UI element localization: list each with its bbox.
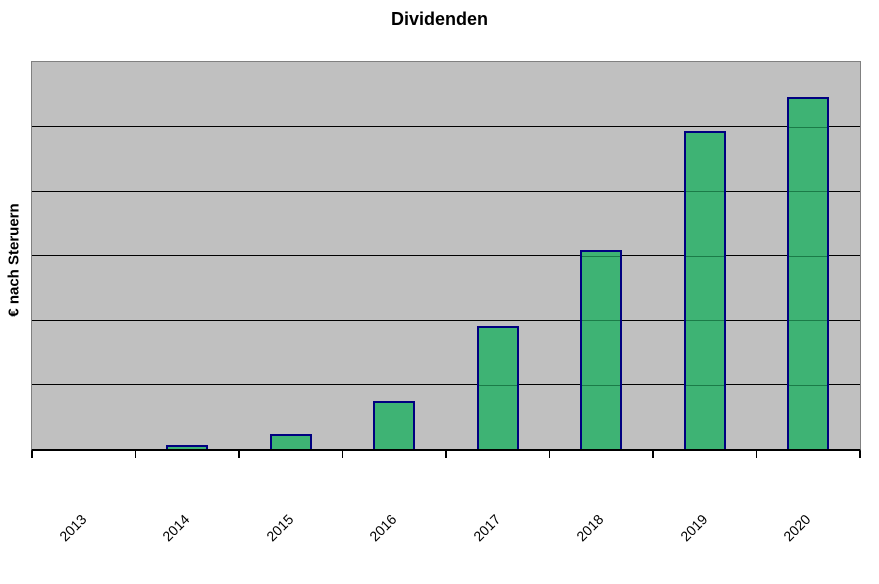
gridline-over-bar	[582, 384, 621, 386]
gridline-over-bar	[685, 255, 724, 257]
bar-2015	[269, 434, 312, 449]
bar-2017	[476, 326, 519, 449]
gridline	[32, 384, 860, 385]
gridline-over-bar	[789, 384, 828, 386]
gridline	[32, 126, 860, 127]
x-axis-tick	[548, 451, 551, 458]
gridline	[32, 319, 860, 321]
x-tick-label-2020: 2020	[780, 511, 814, 545]
x-axis-tick	[134, 451, 137, 458]
chart-title: Dividenden	[390, 9, 488, 29]
x-tick-label-2018: 2018	[573, 511, 607, 545]
x-axis-tick	[859, 451, 861, 458]
x-tick-label-2014: 2014	[159, 511, 193, 545]
gridline-over-bar	[582, 320, 621, 321]
bar-2014	[166, 444, 209, 449]
x-axis-tick	[341, 451, 344, 458]
x-tick-label-2019: 2019	[676, 511, 711, 545]
gridline-over-bar	[478, 384, 517, 386]
gridline-over-bar	[582, 255, 621, 257]
bar-2016	[373, 401, 416, 449]
bar-2018	[580, 250, 623, 449]
x-tick-label-2013: 2013	[55, 511, 90, 545]
gridline-over-bar	[685, 191, 724, 192]
gridline-over-bar	[789, 320, 828, 321]
y-axis-label: € nach Steruern	[5, 203, 23, 317]
gridline	[32, 190, 860, 192]
gridline-over-bar	[789, 191, 828, 192]
x-axis-tick	[31, 451, 33, 458]
gridline-over-bar	[789, 126, 828, 128]
plot-area	[31, 61, 861, 451]
x-tick-label-2016: 2016	[366, 511, 400, 545]
x-axis-tick	[755, 451, 758, 458]
bar-2019	[683, 131, 726, 449]
x-axis-tick	[445, 451, 447, 458]
bar-2020	[787, 96, 830, 449]
x-tick-label-2015: 2015	[262, 511, 297, 545]
gridline	[32, 255, 860, 256]
gridline-over-bar	[789, 255, 828, 257]
gridline-over-bar	[685, 384, 724, 386]
x-tick-label-2017: 2017	[469, 511, 504, 545]
x-axis-tick	[652, 451, 654, 458]
x-axis-tick	[238, 451, 240, 458]
gridline-over-bar	[685, 320, 724, 321]
